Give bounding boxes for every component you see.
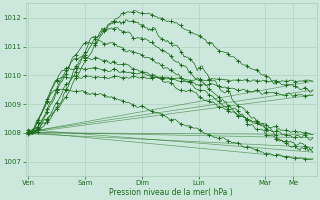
X-axis label: Pression niveau de la mer( hPa ): Pression niveau de la mer( hPa ) — [109, 188, 233, 197]
